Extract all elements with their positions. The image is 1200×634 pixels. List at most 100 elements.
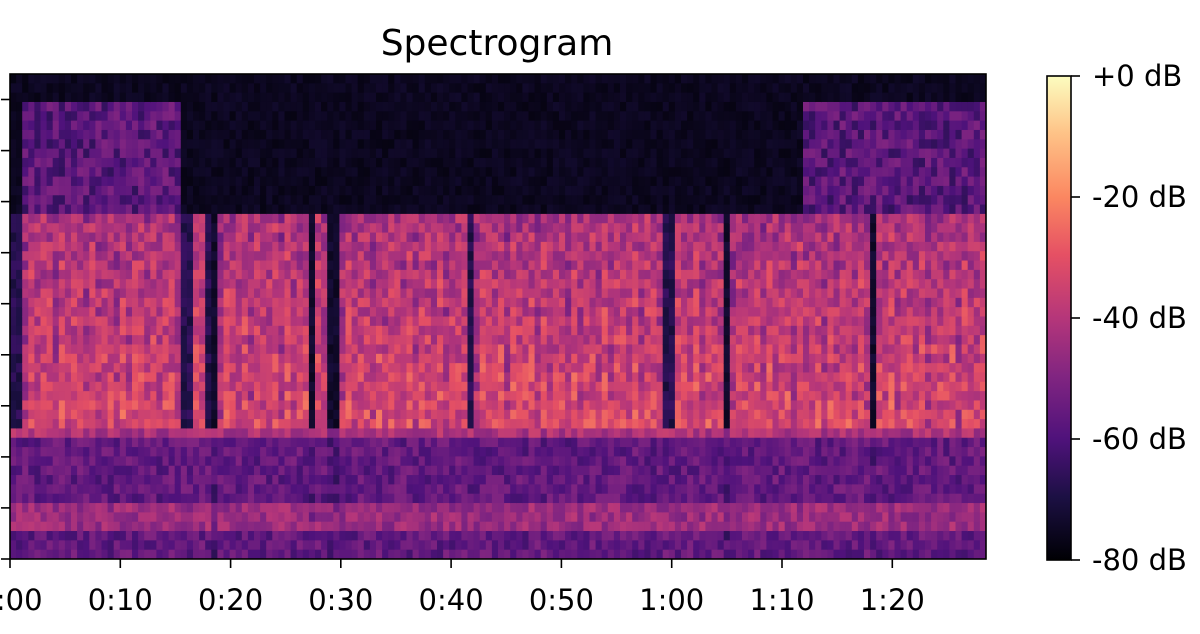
heatmap-cell [247, 540, 255, 551]
heatmap-cell [589, 503, 597, 513]
heatmap-cell [571, 288, 578, 299]
heatmap-cell [95, 101, 103, 112]
heatmap-cell [107, 531, 115, 541]
heatmap-cell [363, 391, 371, 402]
heatmap-cell [113, 260, 121, 271]
heatmap-cell [278, 167, 286, 178]
heatmap-cell [449, 391, 456, 402]
heatmap-cell [565, 419, 572, 430]
heatmap-cell [101, 521, 109, 532]
heatmap-cell [382, 344, 389, 355]
heatmap-cell [174, 512, 182, 523]
heatmap-cell [205, 353, 212, 364]
heatmap-cell [388, 484, 395, 495]
heatmap-cell [357, 297, 365, 308]
heatmap-cell [424, 223, 432, 234]
heatmap-cell [77, 512, 84, 523]
heatmap-cell [64, 241, 72, 252]
heatmap-cell [321, 353, 328, 364]
heatmap-cell [552, 428, 560, 439]
heatmap-cell [260, 363, 267, 374]
heatmap-cell [260, 223, 267, 234]
heatmap-cell [254, 129, 261, 140]
heatmap-cell [40, 372, 48, 383]
heatmap-cell [345, 447, 353, 458]
heatmap-cell [400, 316, 408, 327]
heatmap-cell [40, 74, 48, 84]
heatmap-cell [327, 428, 334, 439]
heatmap-cell [241, 204, 249, 215]
heatmap-cell [229, 148, 237, 159]
heatmap-cell [302, 335, 310, 346]
heatmap-cell [254, 316, 261, 327]
heatmap-cell [193, 400, 200, 411]
heatmap-cell [449, 157, 456, 168]
heatmap-cell [241, 74, 249, 84]
heatmap-cell [418, 409, 426, 420]
heatmap-cell [376, 297, 383, 308]
heatmap-cell [132, 344, 139, 355]
heatmap-cell [119, 269, 127, 280]
heatmap-cell [400, 503, 408, 513]
heatmap-cell [272, 288, 279, 299]
heatmap-cell [113, 148, 121, 159]
heatmap-cell [113, 241, 121, 252]
heatmap-cell [28, 297, 35, 308]
heatmap-cell [125, 288, 133, 299]
heatmap-cell [443, 232, 450, 243]
heatmap-cell [16, 437, 23, 448]
heatmap-cell [132, 111, 139, 122]
heatmap-cell [571, 381, 578, 392]
heatmap-cell [333, 344, 340, 355]
heatmap-cell [333, 251, 340, 262]
heatmap-cell [199, 353, 206, 364]
heatmap-cell [412, 148, 420, 159]
heatmap-cell [229, 260, 237, 271]
heatmap-cell [89, 353, 96, 364]
heatmap-cell [363, 484, 371, 495]
heatmap-cell [266, 251, 273, 262]
heatmap-cell [223, 325, 231, 336]
heatmap-cell [205, 129, 212, 140]
heatmap-cell [113, 447, 121, 458]
heatmap-cell [321, 549, 328, 559]
heatmap-cell [357, 139, 365, 150]
heatmap-cell [315, 549, 322, 559]
heatmap-cell [77, 493, 84, 504]
heatmap-cell [327, 297, 334, 308]
heatmap-cell [278, 120, 286, 131]
heatmap-cell [565, 157, 572, 168]
heatmap-cell [345, 437, 353, 448]
heatmap-cell [101, 335, 109, 346]
heatmap-cell [83, 419, 90, 430]
heatmap-cell [205, 531, 212, 541]
heatmap-cell [241, 101, 249, 112]
heatmap-cell [394, 512, 401, 523]
heatmap-cell [571, 456, 578, 467]
heatmap-cell [333, 307, 340, 318]
heatmap-cell [168, 437, 176, 448]
heatmap-cell [546, 195, 554, 206]
heatmap-cell [363, 419, 371, 430]
heatmap-cell [559, 437, 566, 448]
heatmap-cell [449, 353, 456, 364]
heatmap-cell [412, 316, 420, 327]
heatmap-cell [455, 204, 462, 215]
heatmap-cell [52, 241, 60, 252]
heatmap-cell [101, 419, 109, 430]
heatmap-cell [498, 400, 505, 411]
heatmap-cell [559, 316, 566, 327]
heatmap-cell [376, 148, 383, 159]
heatmap-cell [516, 484, 523, 495]
heatmap-cell [119, 297, 127, 308]
heatmap-cell [534, 129, 542, 140]
heatmap-cell [382, 223, 389, 234]
heatmap-cell [186, 204, 194, 215]
heatmap-cell [28, 400, 35, 411]
heatmap-cell [552, 232, 560, 243]
heatmap-cell [546, 251, 554, 262]
heatmap-cell [327, 540, 334, 551]
heatmap-cell [132, 297, 139, 308]
heatmap-cell [138, 400, 145, 411]
heatmap-cell [333, 148, 340, 159]
